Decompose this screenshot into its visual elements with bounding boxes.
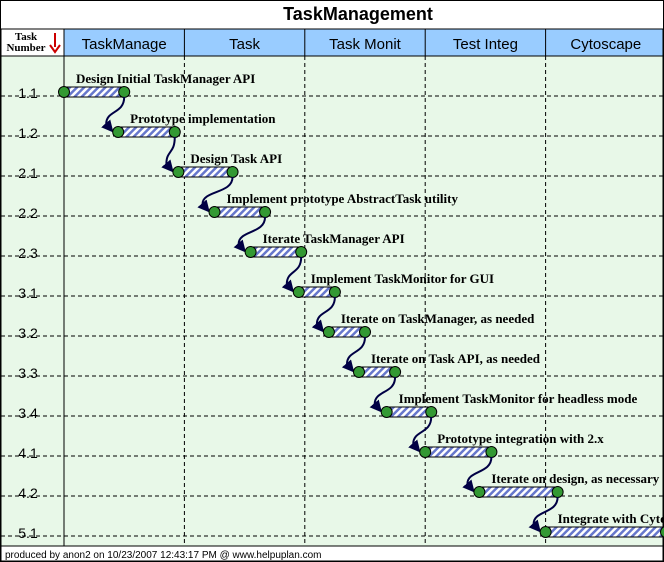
task-bar[interactable] — [177, 166, 234, 178]
task-bar[interactable] — [545, 526, 664, 538]
dependency-arrow — [161, 136, 176, 173]
task-bar[interactable] — [117, 126, 176, 138]
dependency-arrow — [101, 96, 126, 133]
task-end-milestone[interactable] — [389, 366, 402, 378]
task-start-milestone[interactable] — [322, 326, 335, 338]
task-start-milestone[interactable] — [352, 366, 365, 378]
dependency-arrow — [408, 416, 433, 453]
task-end-milestone[interactable] — [259, 206, 272, 218]
task-bar[interactable] — [63, 86, 125, 98]
footer-bar — [0, 545, 664, 562]
task-number: 3.4 — [18, 405, 38, 421]
task-number: 3.1 — [18, 285, 38, 301]
red-down-arrow-icon[interactable] — [49, 33, 61, 54]
task-label: Iterate on TaskManager, as needed — [341, 311, 535, 326]
task-end-milestone[interactable] — [425, 406, 438, 418]
column-header: TaskManage — [82, 36, 167, 53]
task-label: Integrate with Cytoscape 3.0 — [558, 511, 664, 526]
task-end-milestone[interactable] — [328, 286, 341, 298]
task-start-milestone[interactable] — [112, 126, 125, 138]
dependency-arrow — [341, 336, 366, 373]
dependency-arrow — [369, 376, 397, 413]
corner-header-line1: Task — [15, 31, 38, 43]
footer-text: produced by anon2 on 10/23/2007 12:43:17… — [5, 550, 321, 561]
task-label: Implement TaskMonitor for headless mode — [399, 391, 638, 406]
task-number: 5.1 — [18, 525, 38, 541]
task-number: 2.2 — [18, 205, 38, 221]
task-number: 1.1 — [18, 85, 38, 101]
task-start-milestone[interactable] — [208, 206, 221, 218]
task-number: 2.1 — [18, 165, 38, 181]
header-row — [63, 28, 664, 57]
corner-header-line2: Number — [6, 42, 45, 54]
dependency-arrow — [528, 496, 559, 533]
task-number: 3.2 — [18, 325, 38, 341]
task-label: Implement prototype AbstractTask utility — [227, 191, 459, 206]
task-end-milestone[interactable] — [295, 246, 308, 258]
task-number: 2.3 — [18, 245, 38, 261]
task-label: Design Task API — [190, 151, 282, 166]
task-bars: Design Initial TaskManager API Prototype … — [58, 71, 664, 538]
column-header: Test Integ — [453, 36, 518, 53]
task-start-milestone[interactable] — [473, 486, 486, 498]
column-headers: TaskManage Task Task Monit Test Integ Cytosc… — [82, 29, 641, 56]
task-end-milestone[interactable] — [551, 486, 564, 498]
task-label: Design Initial TaskManager API — [76, 71, 255, 86]
task-start-milestone[interactable] — [58, 86, 70, 98]
column-header: Cytoscape — [570, 36, 641, 53]
task-start-milestone[interactable] — [244, 246, 257, 258]
task-start-milestone[interactable] — [380, 406, 393, 418]
task-end-milestone[interactable] — [660, 526, 664, 538]
task-bar[interactable] — [250, 246, 302, 258]
task-label: Prototype integration with 2.x — [437, 431, 604, 446]
dependency-arrow — [462, 456, 493, 493]
dependency-arrow — [281, 256, 303, 293]
task-start-milestone[interactable] — [292, 286, 305, 298]
dependency-arrow — [233, 216, 267, 253]
column-header: Task Monit — [329, 36, 402, 53]
task-number: 4.1 — [18, 445, 38, 461]
task-end-milestone[interactable] — [485, 446, 498, 458]
task-number: 4.2 — [18, 485, 38, 501]
task-end-milestone[interactable] — [168, 126, 181, 138]
task-bar[interactable] — [424, 446, 492, 458]
task-label: Iterate on Task API, as needed — [371, 351, 541, 366]
task-start-milestone[interactable] — [172, 166, 185, 178]
task-label: Iterate on design, as necessary — [491, 471, 659, 486]
task-label: Prototype implementation — [130, 111, 276, 126]
task-label: Implement TaskMonitor for GUI — [311, 271, 494, 286]
task-bar[interactable] — [478, 486, 559, 498]
task-start-milestone[interactable] — [419, 446, 432, 458]
task-label: Iterate TaskManager API — [263, 231, 405, 246]
task-bar[interactable] — [386, 406, 432, 418]
dependency-arrow — [197, 176, 234, 213]
task-end-milestone[interactable] — [226, 166, 239, 178]
task-end-milestone[interactable] — [118, 86, 131, 98]
row-numbers: 1.1 1.2 2.1 2.2 2.3 3.1 3.2 3.3 3.4 4.1 4.2 5.1 — [18, 85, 38, 541]
dependency-arrow — [311, 296, 336, 333]
task-start-milestone[interactable] — [539, 526, 552, 538]
grid-body — [0, 55, 664, 547]
chart-title: TaskManagement — [283, 4, 433, 24]
task-bar[interactable] — [214, 206, 266, 218]
column-header: Task — [229, 36, 260, 53]
task-number: 1.2 — [18, 125, 38, 141]
task-number: 3.3 — [18, 365, 38, 381]
task-end-milestone[interactable] — [359, 326, 371, 338]
